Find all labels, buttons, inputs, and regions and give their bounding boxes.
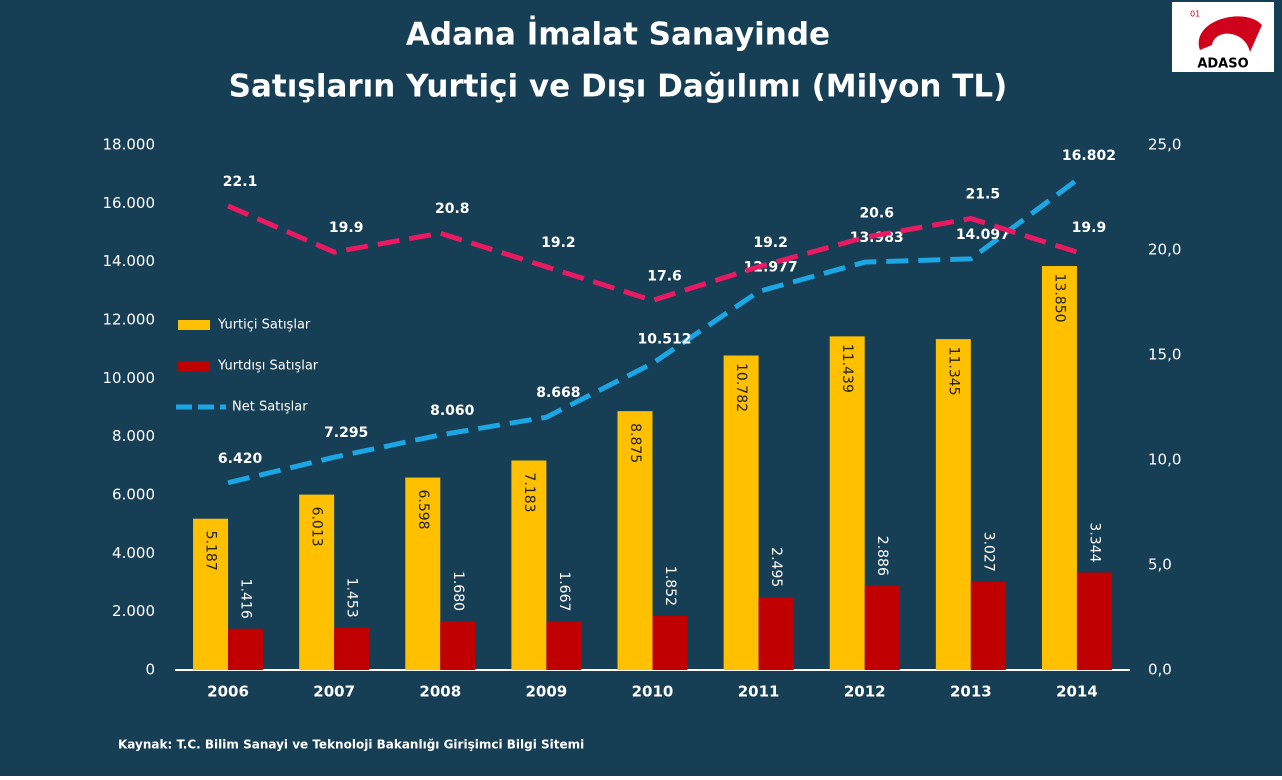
data-label: 5.187 bbox=[203, 531, 219, 571]
bar bbox=[1076, 572, 1112, 670]
line bbox=[227, 203, 1078, 304]
y-tick-label: 18.000 bbox=[103, 136, 156, 154]
bar bbox=[970, 581, 1006, 670]
data-label: 2.886 bbox=[874, 536, 890, 576]
x-tick-label: 2011 bbox=[738, 683, 780, 701]
bar bbox=[935, 339, 971, 670]
x-tick-label: 2008 bbox=[419, 683, 461, 701]
data-label: 8.060 bbox=[430, 403, 475, 419]
data-label: 6.598 bbox=[415, 490, 431, 530]
logo-box bbox=[1172, 2, 1274, 72]
line bbox=[227, 177, 1079, 486]
x-tick-label: 2013 bbox=[950, 683, 992, 701]
data-label: 7.183 bbox=[521, 472, 537, 512]
y2-tick-label: 25,0 bbox=[1148, 136, 1181, 154]
data-label: 20.6 bbox=[859, 205, 894, 221]
data-label: 19.9 bbox=[1072, 220, 1107, 236]
legend-label: Yurtiçi Satışlar bbox=[217, 318, 311, 333]
data-label: 8.668 bbox=[536, 385, 580, 401]
y-tick-label: 8.000 bbox=[112, 427, 155, 445]
x-tick-label: 2014 bbox=[1056, 683, 1098, 701]
data-label: 19.2 bbox=[541, 235, 576, 251]
data-label: 6.420 bbox=[218, 451, 263, 467]
data-label: 14.097 bbox=[956, 227, 1010, 243]
y2-tick-label: 0,0 bbox=[1148, 661, 1172, 679]
logo-text: ADASO bbox=[1197, 57, 1248, 72]
data-label: 19.2 bbox=[753, 235, 788, 251]
data-label: 19.9 bbox=[329, 220, 364, 236]
y-tick-label: 10.000 bbox=[103, 369, 156, 387]
data-label: 16.802 bbox=[1062, 148, 1116, 164]
data-label: 1.453 bbox=[344, 578, 360, 618]
data-label: 22.1 bbox=[223, 174, 258, 190]
legend-swatch bbox=[178, 361, 210, 371]
data-label: 11.439 bbox=[839, 344, 855, 393]
y2-tick-label: 15,0 bbox=[1148, 346, 1181, 364]
bar bbox=[864, 585, 900, 670]
logo-mark bbox=[1198, 16, 1262, 52]
y-tick-label: 4.000 bbox=[112, 544, 155, 562]
data-label: 1.680 bbox=[450, 571, 466, 611]
data-label: 2.495 bbox=[768, 547, 784, 587]
y-tick-label: 6.000 bbox=[112, 486, 155, 504]
x-tick-label: 2006 bbox=[207, 683, 249, 701]
bar bbox=[617, 411, 653, 670]
data-label: 11.345 bbox=[945, 347, 961, 396]
y-tick-label: 12.000 bbox=[103, 311, 156, 329]
bar bbox=[405, 477, 441, 670]
data-label: 12.977 bbox=[744, 260, 798, 276]
bar bbox=[440, 621, 476, 670]
data-label: 1.852 bbox=[662, 566, 678, 606]
y-tick-label: 0 bbox=[145, 661, 155, 679]
legend-swatch bbox=[178, 320, 210, 330]
data-label: 20.8 bbox=[435, 201, 470, 217]
bar bbox=[334, 627, 370, 670]
y2-tick-label: 5,0 bbox=[1148, 556, 1172, 574]
data-label: 1.416 bbox=[238, 579, 254, 619]
bar bbox=[193, 518, 229, 670]
data-label: 10.782 bbox=[733, 363, 749, 412]
bar bbox=[511, 460, 547, 670]
x-tick-label: 2010 bbox=[632, 683, 674, 701]
data-label: 13.850 bbox=[1051, 274, 1067, 323]
data-label: 7.295 bbox=[324, 425, 368, 441]
chart-title: Adana İmalat Sanayinde bbox=[406, 17, 830, 53]
data-label: 1.667 bbox=[556, 571, 572, 611]
x-tick-label: 2007 bbox=[313, 683, 355, 701]
x-tick-label: 2012 bbox=[844, 683, 886, 701]
data-label: 6.013 bbox=[309, 507, 325, 547]
y-tick-label: 2.000 bbox=[112, 602, 155, 620]
bar bbox=[299, 494, 335, 670]
bar bbox=[723, 355, 759, 670]
y2-tick-label: 10,0 bbox=[1148, 451, 1181, 469]
bar bbox=[228, 628, 264, 670]
x-tick-label: 2009 bbox=[526, 683, 568, 701]
data-label: 21.5 bbox=[966, 187, 1001, 203]
bar bbox=[652, 615, 688, 670]
source: Kaynak: T.C. Bilim Sanayi ve Teknoloji B… bbox=[118, 738, 584, 752]
legend-label: Yurtdışı Satışlar bbox=[217, 359, 319, 374]
y-tick-label: 16.000 bbox=[103, 194, 156, 212]
logo-number: 01 bbox=[1190, 10, 1200, 19]
data-label: 3.344 bbox=[1086, 522, 1102, 562]
data-label: 17.6 bbox=[647, 268, 682, 284]
bar bbox=[1041, 266, 1077, 670]
data-label: 3.027 bbox=[980, 532, 996, 572]
y-tick-label: 14.000 bbox=[103, 252, 156, 270]
bar bbox=[546, 621, 582, 670]
data-label: 8.875 bbox=[627, 423, 643, 463]
chart-subtitle: Satışların Yurtiçi ve Dışı Dağılımı (Mil… bbox=[229, 69, 1008, 105]
data-label: 10.512 bbox=[637, 331, 691, 347]
y2-tick-label: 20,0 bbox=[1148, 241, 1181, 259]
bar bbox=[758, 597, 794, 670]
legend-label: Net Satışlar bbox=[232, 400, 308, 415]
bar bbox=[829, 336, 865, 670]
